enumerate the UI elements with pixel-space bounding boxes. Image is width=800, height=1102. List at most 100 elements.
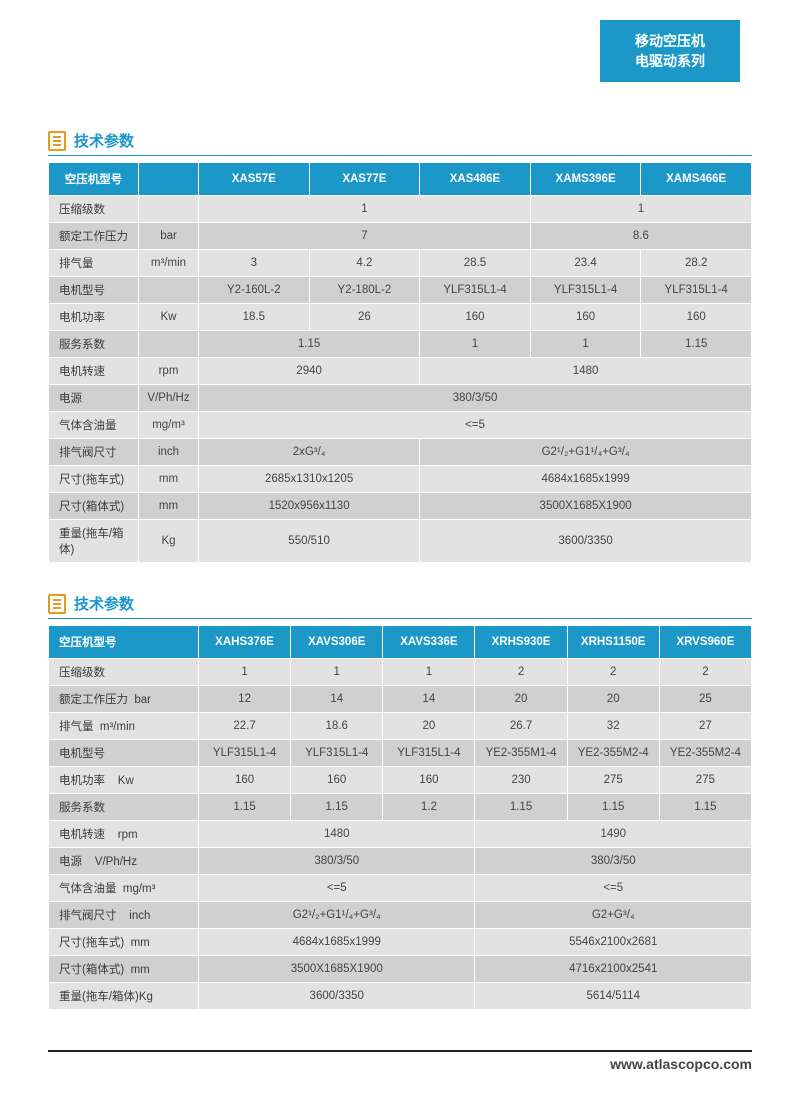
th-blank [139, 163, 199, 196]
cell: 550/510 [199, 520, 420, 563]
th: XAS486E [420, 163, 531, 196]
row-unit: m³/min [139, 250, 199, 277]
row-unit: rpm [139, 358, 199, 385]
cell: 160 [199, 767, 291, 794]
row-label: 排气阀尺寸 inch [49, 902, 199, 929]
row-label: 重量(拖车/箱体) [49, 520, 139, 563]
row-label: 尺寸(箱体式) [49, 493, 139, 520]
row-unit: mm [139, 493, 199, 520]
table-row: 排气阀尺寸 inch G2¹/₂+G1¹/₄+G³/₄ G2+G³/₄ [49, 902, 752, 929]
row-label: 电机转速 [49, 358, 139, 385]
cell: 18.6 [291, 713, 383, 740]
cell: 1.2 [383, 794, 475, 821]
table-row: 电源 V/Ph/Hz 380/3/50 380/3/50 [49, 848, 752, 875]
category-banner: 移动空压机 电驱动系列 [600, 20, 740, 82]
cell: 1 [199, 659, 291, 686]
banner-line1: 移动空压机 [635, 31, 705, 51]
cell: 1.15 [475, 794, 567, 821]
row-label: 电机型号 [49, 740, 199, 767]
row-label: 电源 [49, 385, 139, 412]
cell: 380/3/50 [199, 848, 475, 875]
th: XAS57E [199, 163, 310, 196]
cell: 160 [291, 767, 383, 794]
cell: 1520x956x1130 [199, 493, 420, 520]
table-row: 压缩级数 1 1 [49, 196, 752, 223]
row-label: 电机功率 [49, 304, 139, 331]
th: XAHS376E [199, 626, 291, 659]
row-label: 尺寸(拖车式) [49, 466, 139, 493]
th: XAVS306E [291, 626, 383, 659]
table-row: 尺寸(箱体式) mm 1520x956x1130 3500X1685X1900 [49, 493, 752, 520]
cell: 3500X1685X1900 [199, 956, 475, 983]
section-title: 技术参数 [74, 593, 134, 614]
cell: YLF315L1-4 [291, 740, 383, 767]
row-unit [139, 331, 199, 358]
cell: 1480 [420, 358, 752, 385]
cell: 2xG³/₄ [199, 439, 420, 466]
clipboard-icon [48, 594, 66, 614]
table-row: 电机型号 Y2-160L-2 Y2-180L-2 YLF315L1-4 YLF3… [49, 277, 752, 304]
table-row: 电机功率 Kw 18.5 26 160 160 160 [49, 304, 752, 331]
table-row: 电机型号 YLF315L1-4YLF315L1-4YLF315L1-4YE2-3… [49, 740, 752, 767]
row-label: 压缩级数 [49, 196, 139, 223]
cell: 23.4 [530, 250, 641, 277]
row-label: 额定工作压力 [49, 223, 139, 250]
cell: 18.5 [199, 304, 310, 331]
th: XRVS960E [659, 626, 751, 659]
cell: 8.6 [530, 223, 751, 250]
row-unit: Kw [139, 304, 199, 331]
cell: 2940 [199, 358, 420, 385]
cell: 14 [291, 686, 383, 713]
row-unit [139, 277, 199, 304]
cell: YLF315L1-4 [641, 277, 752, 304]
th: XAVS336E [383, 626, 475, 659]
th: XAMS466E [641, 163, 752, 196]
table-row: 气体含油量 mg/m³ <=5 <=5 [49, 875, 752, 902]
clipboard-icon [48, 131, 66, 151]
table-row: 重量(拖车/箱体)Kg 3600/3350 5614/5114 [49, 983, 752, 1010]
table-row: 排气阀尺寸 inch 2xG³/₄ G2¹/₂+G1¹/₄+G³/₄ [49, 439, 752, 466]
spec-section-1: 技术参数 空压机型号 XAS57E XAS77E XAS486E XAMS396… [48, 130, 752, 563]
cell: 230 [475, 767, 567, 794]
cell: 1 [199, 196, 531, 223]
cell: 28.5 [420, 250, 531, 277]
cell: 5546x2100x2681 [475, 929, 752, 956]
cell: 2 [567, 659, 659, 686]
cell: YLF315L1-4 [383, 740, 475, 767]
row-label: 排气阀尺寸 [49, 439, 139, 466]
cell: G2¹/₂+G1¹/₄+G³/₄ [199, 902, 475, 929]
row-label: 尺寸(箱体式) mm [49, 956, 199, 983]
table-row: 额定工作压力 bar 7 8.6 [49, 223, 752, 250]
cell: 20 [475, 686, 567, 713]
table-row: 排气量 m³/min 3 4.2 28.5 23.4 28.2 [49, 250, 752, 277]
table-row: 尺寸(箱体式) mm 3500X1685X1900 4716x2100x2541 [49, 956, 752, 983]
cell: 28.2 [641, 250, 752, 277]
th-model: 空压机型号 [49, 163, 139, 196]
cell: YE2-355M2-4 [659, 740, 751, 767]
cell: 3600/3350 [199, 983, 475, 1010]
section-header: 技术参数 [48, 130, 752, 156]
cell: 3600/3350 [420, 520, 752, 563]
cell: 22.7 [199, 713, 291, 740]
cell: YE2-355M1-4 [475, 740, 567, 767]
cell: 1.15 [291, 794, 383, 821]
table-header-row: 空压机型号 XAHS376E XAVS306E XAVS336E XRHS930… [49, 626, 752, 659]
cell: Y2-160L-2 [199, 277, 310, 304]
table-row: 电机转速 rpm 2940 1480 [49, 358, 752, 385]
row-label: 电机功率 Kw [49, 767, 199, 794]
table-row: 排气量 m³/min 22.718.62026.73227 [49, 713, 752, 740]
table-row: 压缩级数 111222 [49, 659, 752, 686]
row-label: 气体含油量 [49, 412, 139, 439]
cell: 1480 [199, 821, 475, 848]
row-unit: inch [139, 439, 199, 466]
cell: 160 [530, 304, 641, 331]
spec-table-2: 空压机型号 XAHS376E XAVS306E XAVS336E XRHS930… [48, 625, 752, 1010]
row-label: 服务系数 [49, 794, 199, 821]
cell: 2 [659, 659, 751, 686]
cell: 25 [659, 686, 751, 713]
row-label: 气体含油量 mg/m³ [49, 875, 199, 902]
cell: 3500X1685X1900 [420, 493, 752, 520]
row-label: 额定工作压力 bar [49, 686, 199, 713]
table-row: 服务系数 1.15 1 1 1.15 [49, 331, 752, 358]
cell: G2¹/₂+G1¹/₄+G³/₄ [420, 439, 752, 466]
